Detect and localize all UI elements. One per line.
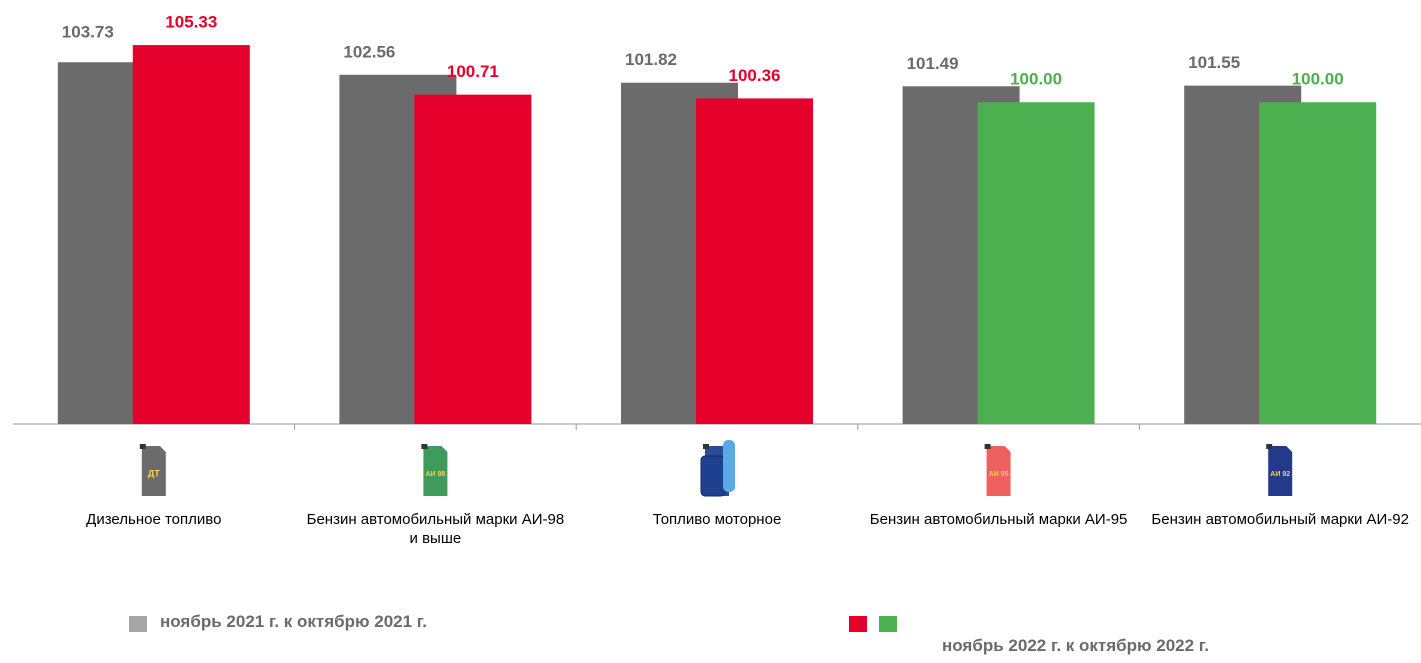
legend-swatch: [849, 616, 867, 632]
icon-label: АИ 98: [425, 471, 445, 478]
icon-cap: [703, 444, 709, 449]
bar: [414, 94, 532, 424]
bar: [132, 45, 250, 424]
data-label: 100.00: [1292, 70, 1344, 89]
data-label: 101.55: [1188, 53, 1240, 72]
data-label: 103.73: [62, 23, 114, 42]
data-label: 101.49: [907, 54, 959, 73]
legend-label: ноябрь 2021 г. к октябрю 2021 г.: [160, 612, 427, 631]
icon-cap: [1266, 444, 1273, 449]
icon: АИ 98: [421, 444, 448, 496]
icon-label: АИ 95: [989, 471, 1009, 478]
x-tick-label: Бензин автомобильный марки АИ-98 и выше: [306, 511, 565, 547]
icon: АИ 95: [984, 444, 1011, 496]
x-tick-label: Бензин автомобильный марки АИ-92: [1151, 511, 1409, 528]
data-label: 100.00: [1010, 70, 1062, 89]
icon-label: АИ 92: [1270, 471, 1290, 478]
icon: АИ 92: [1266, 444, 1293, 496]
icon-can: [1268, 446, 1293, 496]
icon-cyl: [723, 440, 735, 492]
icon-tank: [700, 455, 726, 497]
legend-swatch: [129, 616, 147, 632]
x-tick-label: Дизельное топливо: [86, 511, 222, 528]
x-tick-label: Топливо моторное: [652, 511, 782, 528]
bar: [977, 102, 1095, 424]
icon-label: ДТ: [148, 468, 160, 478]
x-tick-label: Бензин автомобильный марки АИ-95: [869, 511, 1128, 528]
data-label: 100.71: [447, 62, 499, 81]
icon-cap: [421, 444, 428, 449]
icon: [700, 440, 735, 497]
data-label: 101.82: [625, 50, 677, 69]
data-label: 105.33: [165, 13, 217, 32]
data-label: 102.56: [343, 42, 395, 61]
bar: [1259, 102, 1377, 424]
icon-cap: [139, 444, 146, 449]
legend-swatch: [879, 616, 897, 632]
data-label: 100.36: [729, 66, 781, 85]
icon-can: [986, 446, 1011, 496]
icon: ДТ: [139, 444, 166, 496]
icon-can: [423, 446, 448, 496]
legend-label: ноябрь 2022 г. к октябрю 2022 г.: [942, 636, 1209, 655]
bar: [696, 98, 813, 424]
icon-can: [141, 446, 166, 496]
icon-cap: [984, 444, 991, 449]
